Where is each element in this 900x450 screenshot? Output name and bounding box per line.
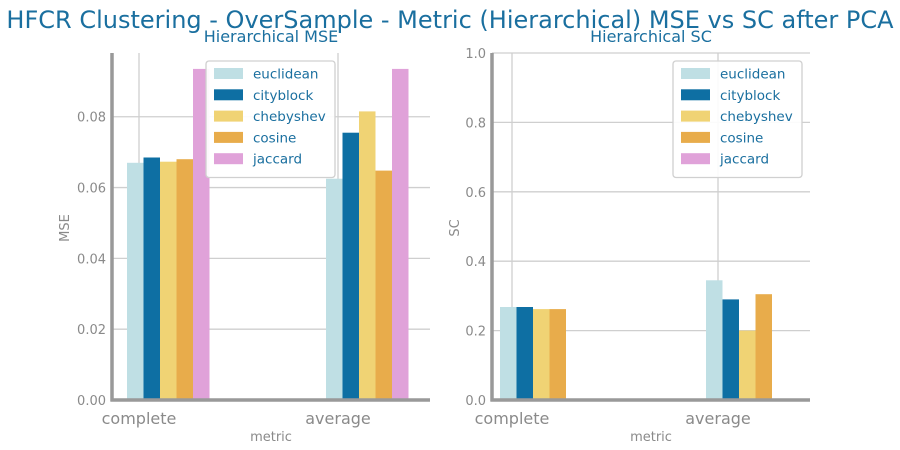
mse-chart-title: Hierarchical MSE <box>204 27 339 46</box>
sc-legend-label-cityblock: cityblock <box>720 88 780 104</box>
sc-x-tick-label: complete <box>475 409 550 428</box>
mse-bar-cosine-complete <box>176 159 193 400</box>
sc-legend-label-jaccard: jaccard <box>719 152 769 168</box>
mse-legend-label-chebyshev: chebyshev <box>253 109 326 125</box>
sc-x-axis-label: metric <box>630 430 672 445</box>
mse-legend-swatch-chebyshev <box>214 110 243 122</box>
sc-legend-label-cosine: cosine <box>720 130 763 146</box>
mse-y-axis-label: MSE <box>58 214 73 242</box>
mse-legend-label-euclidean: euclidean <box>253 67 319 83</box>
mse-bar-euclidean-complete <box>127 162 144 400</box>
sc-bar-euclidean-complete <box>500 307 517 400</box>
mse-y-tick-label: 0.06 <box>77 182 106 197</box>
mse-legend-label-cityblock: cityblock <box>253 88 313 104</box>
sc-y-axis-label: SC <box>448 219 463 236</box>
sc-bar-chebyshev-complete <box>533 309 550 400</box>
mse-legend-swatch-cityblock <box>214 89 243 101</box>
mse-legend-swatch-euclidean <box>214 68 243 79</box>
sc-y-tick-label: 0.4 <box>465 255 486 270</box>
sc-legend-swatch-cityblock <box>681 89 710 101</box>
sc-legend-swatch-euclidean <box>681 68 710 79</box>
mse-bar-chebyshev-complete <box>160 161 177 400</box>
mse-x-tick-label: complete <box>102 409 177 428</box>
sc-y-tick-label: 0.6 <box>465 186 486 201</box>
mse-bar-cityblock-complete <box>143 157 160 400</box>
sc-y-tick-label: 1.0 <box>465 47 486 62</box>
mse-y-tick-label: 0.00 <box>77 394 106 409</box>
mse-y-tick-label: 0.04 <box>77 252 106 267</box>
mse-legend-swatch-jaccard <box>214 153 243 165</box>
sc-bar-euclidean-average <box>706 280 723 400</box>
mse-bar-cityblock-average <box>342 132 359 400</box>
sc-legend-swatch-jaccard <box>681 153 710 165</box>
figure-suptitle: HFCR Clustering - OverSample - Metric (H… <box>6 6 894 34</box>
sc-y-tick-label: 0.2 <box>465 325 486 340</box>
sc-legend-label-euclidean: euclidean <box>720 67 786 83</box>
sc-bar-cosine-average <box>755 294 772 400</box>
sc-chart: 0.0 0.2 0.4 0.6 0.8 1.0 complete average Hierar… <box>448 27 810 445</box>
mse-x-tick-label: average <box>305 409 371 428</box>
mse-bar-chebyshev-average <box>359 111 376 401</box>
sc-bar-cityblock-complete <box>516 307 533 400</box>
mse-chart: 0.00 0.02 0.04 0.06 0.08 complete average Hier… <box>58 27 430 445</box>
mse-x-axis-label: metric <box>250 430 292 445</box>
sc-x-tick-label: average <box>685 409 751 428</box>
mse-legend-label-jaccard: jaccard <box>252 152 302 168</box>
sc-y-tick-label: 0.0 <box>465 394 486 409</box>
sc-bar-chebyshev-average <box>739 330 756 400</box>
mse-legend-label-cosine: cosine <box>253 130 296 146</box>
mse-y-tick-label: 0.08 <box>77 111 106 126</box>
mse-bar-euclidean-average <box>326 178 343 400</box>
sc-bar-cosine-complete <box>549 309 566 400</box>
sc-legend-swatch-cosine <box>681 131 710 143</box>
sc-legend-swatch-chebyshev <box>681 110 710 122</box>
mse-legend-swatch-cosine <box>214 131 243 143</box>
mse-bar-jaccard-average <box>392 68 409 401</box>
sc-legend-label-chebyshev: chebyshev <box>720 109 793 125</box>
mse-y-tick-label: 0.02 <box>77 323 106 338</box>
mse-bar-cosine-average <box>375 170 392 400</box>
sc-y-tick-label: 0.8 <box>465 116 486 131</box>
sc-chart-title: Hierarchical SC <box>590 27 712 46</box>
sc-bar-cityblock-average <box>722 299 739 400</box>
